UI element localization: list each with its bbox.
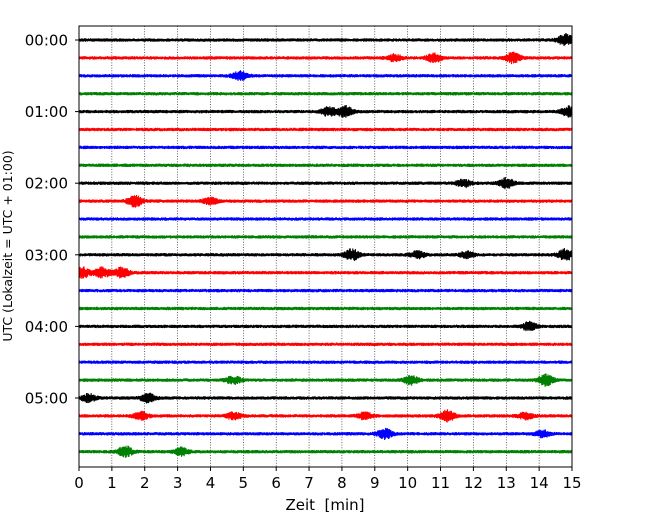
seismogram-trace bbox=[78, 177, 573, 190]
seismogram-trace bbox=[78, 427, 573, 440]
x-tick-label: 15 bbox=[562, 474, 581, 492]
x-tick-label: 9 bbox=[370, 474, 380, 492]
y-tick-label: 05:00 bbox=[25, 390, 68, 408]
seismogram-trace bbox=[78, 91, 573, 96]
y-tick-label: 02:00 bbox=[25, 175, 68, 193]
seismogram-trace bbox=[78, 163, 573, 168]
x-tick-label: 13 bbox=[497, 474, 516, 492]
seismogram-trace bbox=[78, 70, 573, 81]
seismogram-trace bbox=[78, 342, 573, 347]
seismogram-trace bbox=[78, 392, 573, 404]
seismogram-trace bbox=[78, 194, 573, 208]
x-tick-label: 4 bbox=[206, 474, 216, 492]
x-axis: 0 1 2 3 4 5 6 7 8 9 10 11 12 13 14 15 bbox=[74, 467, 582, 492]
x-gridlines bbox=[111, 26, 540, 467]
x-tick-label: 10 bbox=[398, 474, 417, 492]
seismogram-trace bbox=[78, 320, 573, 332]
y-tick-label: 01:00 bbox=[25, 103, 68, 121]
x-tick-label: 7 bbox=[304, 474, 314, 492]
seismogram-trace bbox=[78, 409, 573, 423]
seismogram-trace bbox=[78, 51, 573, 65]
seismogram-trace bbox=[78, 288, 573, 293]
plot-background bbox=[79, 26, 572, 467]
x-tick-label: 2 bbox=[140, 474, 150, 492]
x-tick-label: 8 bbox=[337, 474, 347, 492]
x-tick-label: 14 bbox=[530, 474, 549, 492]
x-tick-label: 1 bbox=[107, 474, 117, 492]
x-axis-label: Zeit [min] bbox=[285, 496, 364, 514]
x-tick-label: 0 bbox=[74, 474, 84, 492]
seismogram-trace bbox=[78, 145, 573, 150]
seismogram-trace bbox=[78, 445, 573, 458]
x-tick-label: 5 bbox=[239, 474, 249, 492]
y-tick-label: 04:00 bbox=[25, 318, 68, 336]
x-tick-label: 3 bbox=[173, 474, 183, 492]
x-tick-label: 12 bbox=[464, 474, 483, 492]
x-tick-label: 11 bbox=[431, 474, 450, 492]
seismogram-trace bbox=[78, 217, 573, 221]
seismogram-trace bbox=[78, 248, 573, 261]
seismogram-trace bbox=[78, 360, 573, 364]
y-axis: 00:00 01:00 02:00 03:00 04:00 05:00 bbox=[25, 32, 79, 408]
seismogram-trace bbox=[78, 33, 573, 47]
seismogram-trace bbox=[78, 127, 573, 132]
seismogram-trace bbox=[78, 373, 573, 387]
y-axis-label: UTC (Lokalzeit = UTC + 01:00) bbox=[0, 150, 15, 341]
seismogram-trace bbox=[78, 104, 573, 118]
seismogram-trace bbox=[78, 235, 573, 239]
seismogram-trace bbox=[78, 306, 573, 311]
y-tick-label: 00:00 bbox=[25, 32, 68, 50]
y-tick-label: 03:00 bbox=[25, 246, 68, 264]
trace-group bbox=[78, 33, 573, 458]
seismogram-trace bbox=[78, 266, 573, 279]
plot-frame bbox=[78, 25, 573, 468]
x-tick-label: 6 bbox=[271, 474, 281, 492]
